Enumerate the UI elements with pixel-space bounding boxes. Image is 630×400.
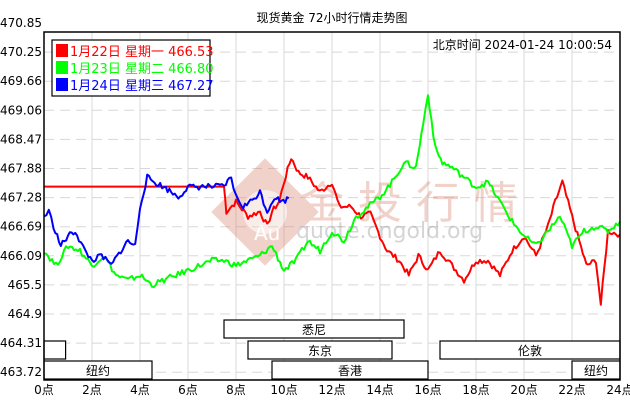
y-tick-label: 464.9 — [8, 307, 42, 321]
market-session-label: 伦敦 — [518, 343, 542, 358]
x-tick-label: 6点 — [178, 383, 198, 397]
market-session-label: 香港 — [338, 364, 362, 378]
y-tick-label: 466.69 — [0, 220, 42, 234]
y-tick-label: 469.66 — [0, 74, 42, 88]
x-tick-label: 10点 — [270, 383, 297, 397]
legend-swatch — [56, 78, 68, 91]
svg-text:北京时间 2024-01-24 10:00:54: 北京时间 2024-01-24 10:00:54 — [433, 38, 612, 52]
x-tick-label: 8点 — [226, 383, 246, 397]
market-session-label: 东京 — [308, 344, 332, 358]
x-tick-label: 12点 — [318, 383, 345, 397]
plot-frame — [43, 31, 621, 381]
y-tick-label: 463.72 — [0, 365, 42, 379]
timestamp-label: 北京时间 — [433, 38, 481, 52]
legend-entry: 1月24日 星期三 467.27 — [70, 79, 214, 94]
timestamp-value: 2024-01-24 10:00:54 — [485, 38, 612, 52]
y-tick-label: 466.09 — [0, 249, 42, 263]
x-tick-label: 16点 — [414, 383, 441, 397]
x-tick-label: 4点 — [130, 383, 150, 397]
x-tick-label: 0点 — [34, 383, 54, 397]
legend-swatch — [56, 44, 68, 57]
market-session-label: 悉尼 — [302, 323, 326, 337]
x-tick-label: 14点 — [366, 383, 393, 397]
y-tick-label: 464.31 — [0, 336, 42, 350]
y-tick-label: 470.25 — [0, 45, 42, 59]
y-tick-label: 470.85 — [0, 16, 42, 30]
y-tick-label: 465.5 — [8, 278, 42, 292]
legend: 1月22日 星期一 466.53 1月23日 星期二 466.80 1月24日 星期… — [51, 39, 214, 97]
market-session-bar — [271, 360, 429, 380]
x-tick-label: 24点 — [606, 383, 630, 397]
market-session-bar — [247, 340, 393, 360]
x-tick-label: 22点 — [558, 383, 585, 397]
x-tick-label: 18点 — [462, 383, 489, 397]
market-session-bar — [223, 319, 405, 339]
market-session-bar — [43, 340, 67, 360]
y-tick-label: 467.28 — [0, 191, 42, 205]
series-line — [44, 158, 621, 306]
series-lines — [43, 94, 621, 306]
y-tick-label: 469.06 — [0, 103, 42, 117]
y-tick-label: 468.47 — [0, 132, 42, 146]
x-tick-label: 2点 — [82, 383, 102, 397]
chart-title: 现货黄金 72小时行情走势图 — [256, 10, 407, 25]
watermark-logo-text: Au — [254, 221, 280, 245]
timestamp: 北京时间 2024-01-24 10:00:54 — [433, 38, 612, 52]
market-session-label: 纽约 — [86, 363, 110, 378]
series-line — [44, 94, 621, 288]
x-axis: 0点 2点 4点 6点 8点 10点 12点 14点 16点 18点 20点 22点 24点 — [34, 383, 630, 397]
legend-entry: 1月23日 星期二 466.80 — [70, 62, 214, 77]
legend-swatch — [56, 61, 68, 74]
watermark-url: quote.cngold.org — [296, 219, 483, 244]
y-axis: 470.85 470.25 469.66 469.06 468.47 467.88 467.… — [0, 16, 42, 379]
x-tick-label: 20点 — [510, 383, 537, 397]
series-line — [43, 173, 290, 265]
legend-entry: 1月22日 星期一 466.53 — [70, 45, 214, 60]
y-tick-label: 467.88 — [0, 162, 42, 176]
market-session-label: 纽约 — [584, 363, 608, 378]
au-logo-icon — [211, 158, 319, 266]
